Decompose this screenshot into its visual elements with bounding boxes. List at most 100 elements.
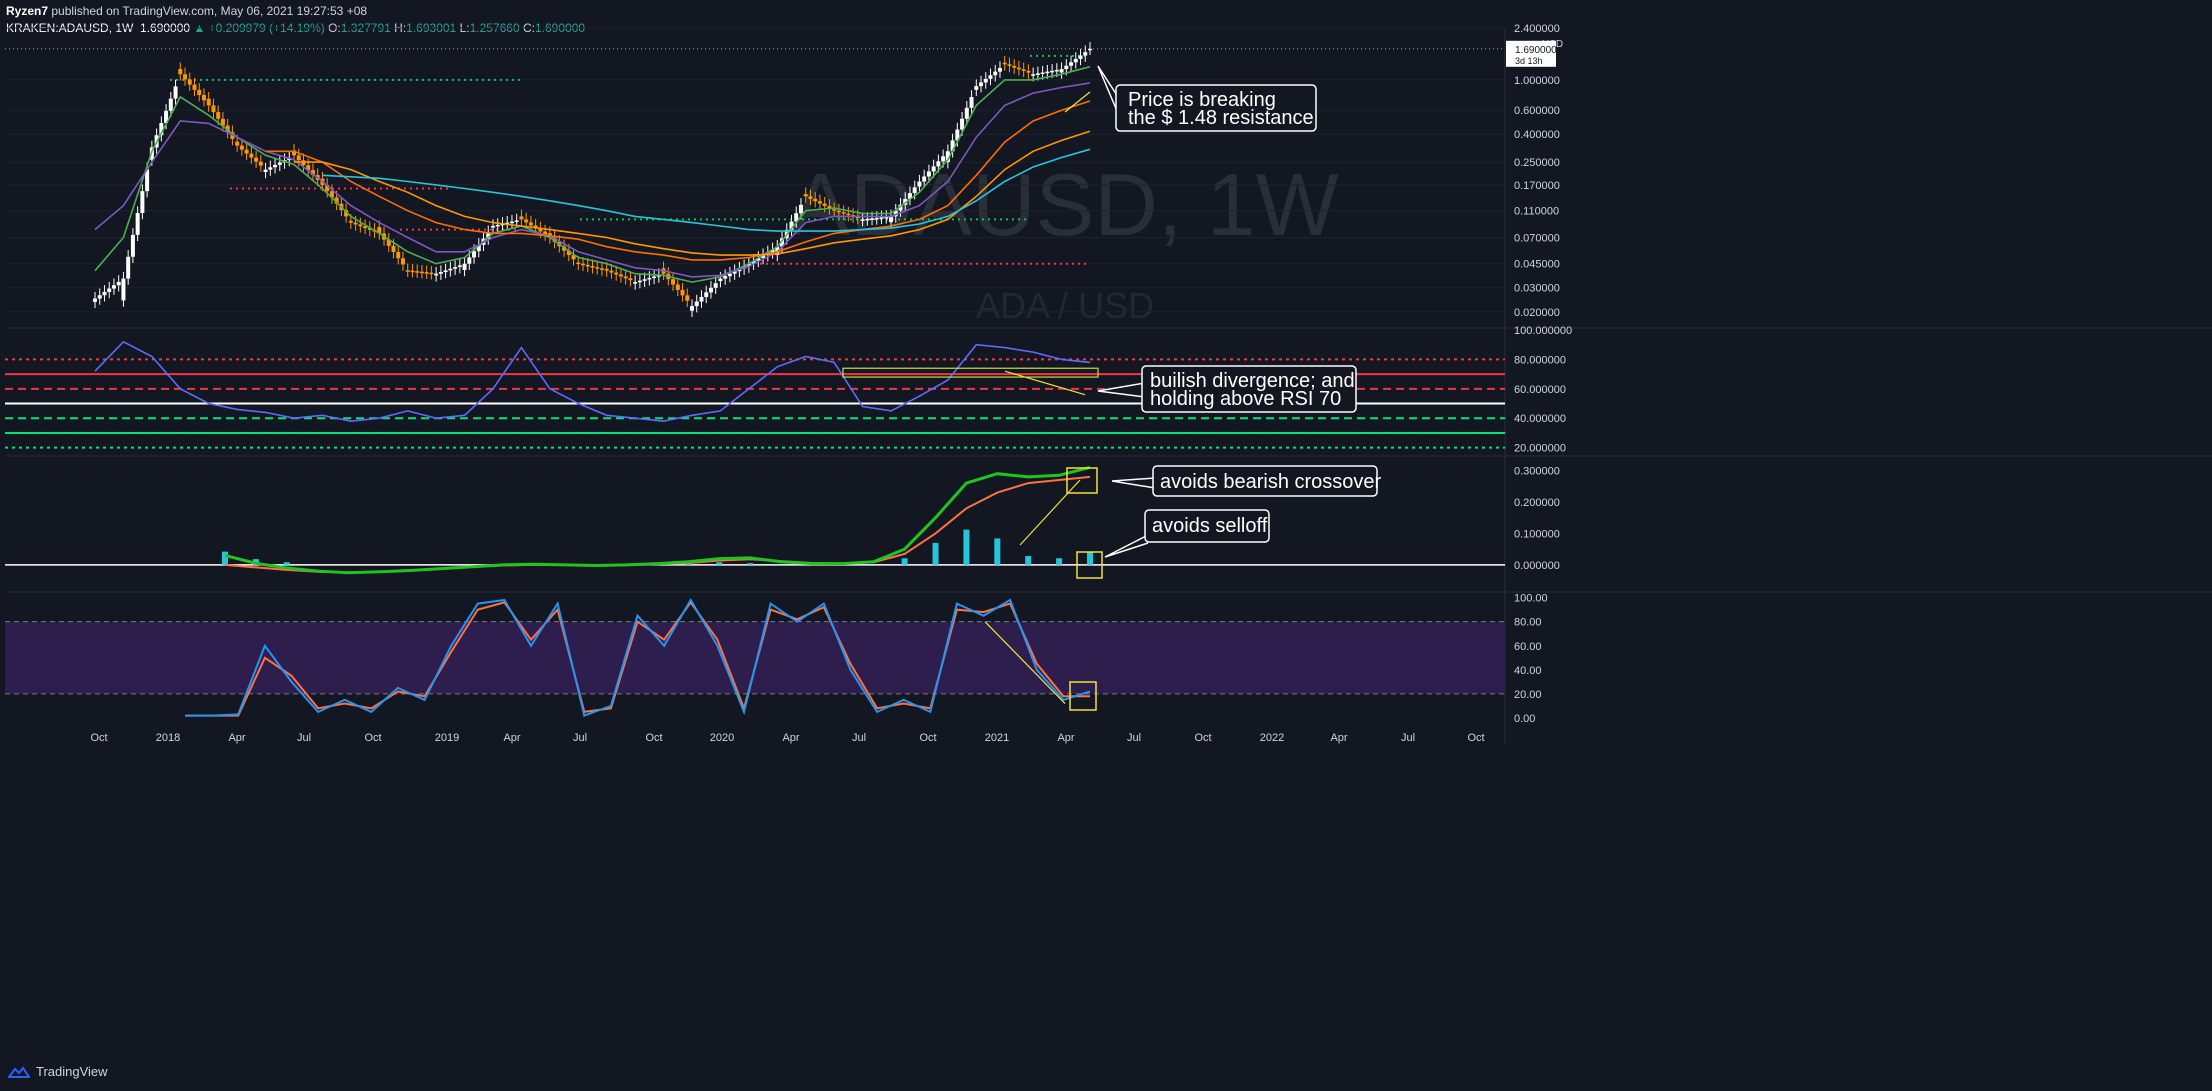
candle-body xyxy=(514,220,519,223)
candle-body xyxy=(116,281,121,286)
candle-body xyxy=(723,276,728,279)
candle-body xyxy=(273,164,278,168)
candle-body xyxy=(159,123,164,136)
callout-box xyxy=(1115,84,1317,132)
publish-line: Ryzen7 published on TradingView.com, May… xyxy=(6,3,585,20)
candle-body xyxy=(870,218,875,220)
candle-body xyxy=(121,278,126,301)
candle-body xyxy=(1045,71,1050,74)
candle-body xyxy=(386,239,391,246)
candle-body xyxy=(329,191,334,198)
author-name[interactable]: Ryzen7 xyxy=(6,4,49,18)
callout-text: holding above RSI 70 xyxy=(1150,388,1341,410)
candle-body xyxy=(93,298,97,302)
footer-brand[interactable]: TradingView xyxy=(36,1064,108,1079)
rsi-zone-box xyxy=(842,367,1099,378)
candle-body xyxy=(509,221,514,224)
candle-body xyxy=(618,274,623,277)
candle-body xyxy=(623,276,628,279)
stoch-k-line xyxy=(185,598,1091,717)
macd-histogram-bar xyxy=(1025,556,1032,565)
candle-body xyxy=(367,228,372,230)
candle-body xyxy=(794,213,799,222)
candle-body xyxy=(609,270,614,273)
callout-pointer xyxy=(1097,65,1121,119)
moving-average-line xyxy=(322,148,1091,232)
macd-tick-label: 0.300000 xyxy=(1514,466,1560,478)
time-tick-label: Jul xyxy=(1401,732,1415,744)
rsi-pane: 100.000000 80.000000 60.000000 40.000000 20.… xyxy=(5,325,1572,455)
candle-body xyxy=(1040,72,1045,75)
time-tick-label: Oct xyxy=(1467,732,1484,744)
candle-body xyxy=(841,212,846,214)
candle-body xyxy=(628,278,633,281)
candle-body xyxy=(566,250,571,255)
candle-body xyxy=(1026,70,1031,73)
candle-body xyxy=(126,256,131,279)
time-tick-label: Jul xyxy=(1127,732,1141,744)
candle-body xyxy=(756,258,761,261)
stoch-band xyxy=(5,621,1505,694)
macd-pane: 0.300000 0.200000 0.100000 0.000000 avoids b… xyxy=(5,465,1560,579)
candle-body xyxy=(926,171,931,177)
price-tick-label: 0.600000 xyxy=(1514,105,1560,117)
price-tick-label: 0.110000 xyxy=(1514,206,1559,218)
candle-body xyxy=(434,273,439,276)
rsi-tick-label: 80.000000 xyxy=(1514,354,1566,366)
candle-body xyxy=(1073,58,1078,63)
candle-body xyxy=(505,222,510,225)
price-tick-label: 0.400000 xyxy=(1514,129,1560,141)
candle-body xyxy=(524,219,529,223)
candle-body xyxy=(874,217,879,220)
candle-body xyxy=(746,263,751,267)
stoch-tick-label: 60.00 xyxy=(1514,641,1542,653)
candle-body xyxy=(708,287,713,293)
candle-body xyxy=(410,270,415,273)
candle-body xyxy=(239,145,244,150)
candle-body xyxy=(358,224,363,227)
candle-body xyxy=(377,227,382,234)
candle-body xyxy=(216,112,221,119)
candle-body xyxy=(941,156,946,162)
candle-body xyxy=(135,213,140,235)
candle-body xyxy=(1078,55,1083,59)
candle-body xyxy=(879,217,884,219)
tradingview-logo-icon xyxy=(8,1065,30,1078)
candle-body xyxy=(637,280,642,283)
time-tick-label: Jul xyxy=(297,732,311,744)
macd-histogram-bar xyxy=(716,562,723,565)
stoch-tick-label: 80.00 xyxy=(1514,617,1542,629)
time-tick-label: Jul xyxy=(852,732,866,744)
callout-box xyxy=(1141,365,1357,413)
candle-body xyxy=(732,271,737,274)
candle-body xyxy=(178,69,183,75)
candle-body xyxy=(476,244,481,252)
stoch-tick-label: 0.00 xyxy=(1514,713,1535,725)
candle-body xyxy=(107,288,112,292)
candle-body xyxy=(244,149,249,154)
candle-body xyxy=(235,141,240,146)
divergence-arrow xyxy=(1004,370,1086,396)
moving-average-line xyxy=(265,100,1091,261)
candle-body xyxy=(552,237,557,242)
candle-body xyxy=(922,176,927,182)
candle-body xyxy=(656,275,661,277)
time-tick-label: Apr xyxy=(1330,732,1347,744)
candle-body xyxy=(855,216,860,219)
candle-body xyxy=(296,155,301,161)
candle-body xyxy=(344,210,349,217)
candle-body xyxy=(97,295,102,299)
time-tick-label: Oct xyxy=(919,732,936,744)
candle-body xyxy=(945,151,950,163)
price-tick-label: 2.400000 xyxy=(1514,23,1560,35)
candle-body xyxy=(1035,73,1040,75)
candle-body xyxy=(438,272,443,274)
publish-info: published on TradingView.com, May 06, 20… xyxy=(51,4,368,18)
candle-body xyxy=(571,254,576,260)
candle-body xyxy=(675,284,680,290)
candle-body xyxy=(860,219,865,221)
candle-body xyxy=(1002,62,1007,65)
candle-body xyxy=(917,181,922,187)
candle-body xyxy=(443,270,448,273)
